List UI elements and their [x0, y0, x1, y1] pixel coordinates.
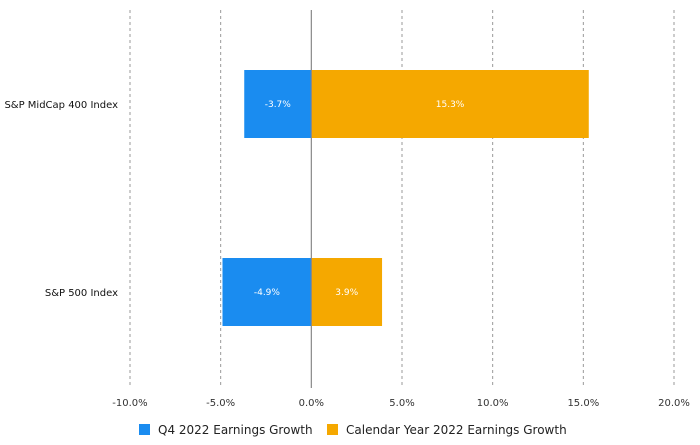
x-tick-label: 5.0% [389, 398, 414, 409]
bar-calendar-year-1 [311, 258, 383, 326]
bars [222, 70, 589, 326]
bar-value-label: 15.3% [436, 100, 465, 110]
legend-swatch [327, 424, 338, 435]
bar-labels: -3.7% 15.3% -4.9% 3.9% [254, 100, 465, 298]
legend-label: Q4 2022 Earnings Growth [158, 423, 313, 437]
category-label: S&P 500 Index [45, 288, 118, 299]
x-tick-label: 15.0% [567, 398, 599, 409]
x-tick-label: 20.0% [658, 398, 690, 409]
legend-label: Calendar Year 2022 Earnings Growth [346, 423, 567, 437]
bar-value-label: 3.9% [335, 288, 358, 298]
bar-calendar-year-0 [311, 70, 589, 138]
x-axis-ticks: -10.0% -5.0% 0.0% 5.0% 10.0% 15.0% 20.0% [112, 398, 690, 409]
x-tick-label: -5.0% [206, 398, 235, 409]
legend: Q4 2022 Earnings Growth Calendar Year 202… [139, 423, 567, 437]
gridlines [129, 10, 675, 388]
x-tick-label: 10.0% [477, 398, 509, 409]
legend-swatch [139, 424, 150, 435]
category-label: S&P MidCap 400 Index [4, 100, 118, 111]
bar-value-label: -3.7% [265, 100, 292, 110]
x-tick-label: -10.0% [112, 398, 147, 409]
category-labels: S&P MidCap 400 Index S&P 500 Index [4, 100, 118, 299]
bar-q4-0 [244, 70, 312, 138]
x-tick-label: 0.0% [299, 398, 324, 409]
bar-q4-1 [222, 258, 312, 326]
bar-value-label: -4.9% [254, 288, 281, 298]
